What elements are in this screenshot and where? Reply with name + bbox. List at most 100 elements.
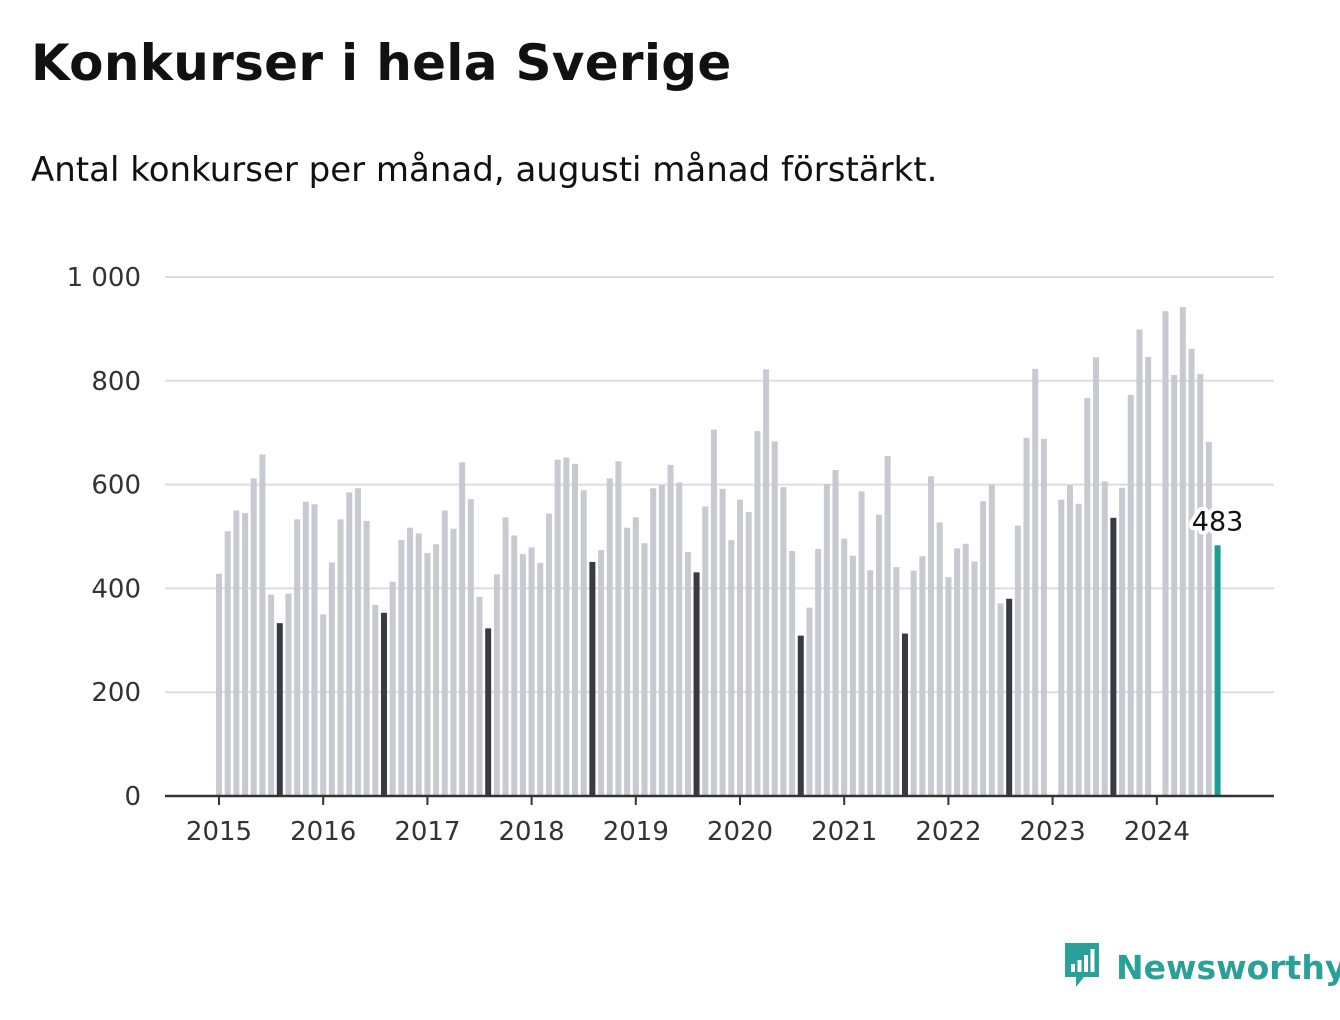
bar bbox=[363, 520, 370, 796]
bar bbox=[415, 533, 422, 796]
bar bbox=[302, 501, 309, 796]
bar bbox=[389, 581, 396, 796]
chart-title: Konkurser i hela Sverige bbox=[31, 34, 732, 92]
bar bbox=[615, 461, 622, 796]
bar bbox=[971, 561, 978, 796]
bar bbox=[268, 594, 275, 796]
y-tick-label: 400 bbox=[91, 574, 141, 604]
bar bbox=[259, 454, 266, 796]
bar bbox=[598, 549, 605, 796]
bar bbox=[763, 369, 770, 796]
bar bbox=[1197, 374, 1204, 796]
bar bbox=[684, 552, 691, 796]
bar bbox=[606, 478, 613, 796]
bar bbox=[823, 484, 830, 796]
bar bbox=[1040, 438, 1047, 796]
bar bbox=[858, 491, 865, 796]
bar bbox=[901, 633, 908, 796]
bar bbox=[337, 519, 344, 796]
bar bbox=[1179, 307, 1186, 796]
bar bbox=[693, 572, 700, 796]
bar bbox=[728, 540, 735, 796]
y-tick-label: 600 bbox=[91, 471, 141, 501]
bar bbox=[980, 501, 987, 796]
bar-chart-speech-bubble-icon bbox=[1062, 940, 1102, 994]
bar bbox=[467, 499, 474, 796]
newsworthy-logo[interactable]: Newsworthy bbox=[1062, 940, 1340, 994]
bar bbox=[372, 605, 379, 796]
bar bbox=[676, 482, 683, 796]
x-tick-label: 2019 bbox=[603, 817, 669, 847]
bar bbox=[216, 573, 222, 796]
bar bbox=[1101, 481, 1108, 796]
bar bbox=[667, 464, 674, 796]
bar bbox=[554, 459, 561, 796]
bar bbox=[250, 478, 257, 796]
x-tick-label: 2021 bbox=[811, 817, 877, 847]
bar bbox=[806, 607, 813, 796]
bar bbox=[710, 429, 717, 796]
bar bbox=[997, 603, 1004, 796]
bar bbox=[832, 470, 839, 796]
bar bbox=[485, 628, 492, 796]
bar bbox=[910, 570, 917, 796]
bar bbox=[962, 543, 969, 796]
bar bbox=[1162, 311, 1169, 796]
x-tick-label: 2016 bbox=[290, 817, 356, 847]
bar bbox=[276, 623, 283, 796]
bar bbox=[502, 517, 509, 796]
bar bbox=[1032, 368, 1039, 796]
bar bbox=[1136, 329, 1143, 796]
bar bbox=[1110, 517, 1117, 796]
bar bbox=[285, 593, 292, 796]
bar bbox=[815, 548, 822, 796]
bar bbox=[1023, 437, 1030, 796]
chart-subtitle: Antal konkurser per månad, augusti månad… bbox=[31, 150, 938, 190]
bar bbox=[450, 528, 457, 796]
y-tick-label: 0 bbox=[124, 782, 141, 812]
bar bbox=[867, 570, 874, 796]
bar bbox=[624, 527, 631, 796]
bar bbox=[1145, 356, 1152, 796]
bar bbox=[346, 492, 353, 796]
bar bbox=[745, 512, 752, 796]
bar bbox=[424, 553, 431, 796]
bar bbox=[242, 513, 249, 796]
bar bbox=[545, 513, 552, 796]
bar bbox=[1205, 442, 1212, 796]
x-tick-label: 2018 bbox=[499, 817, 565, 847]
bar bbox=[407, 527, 414, 796]
bar bbox=[797, 635, 804, 796]
bar bbox=[737, 499, 743, 796]
x-tick-label: 2015 bbox=[186, 817, 252, 847]
bar bbox=[459, 462, 466, 796]
bar bbox=[1093, 357, 1100, 796]
bar bbox=[380, 612, 387, 796]
bar bbox=[919, 556, 926, 796]
bar bbox=[945, 576, 952, 796]
bar bbox=[354, 488, 361, 796]
bar bbox=[580, 490, 587, 796]
bar bbox=[320, 614, 327, 796]
bar bbox=[702, 506, 709, 796]
bar bbox=[875, 514, 882, 796]
bar bbox=[1127, 394, 1134, 796]
bar bbox=[519, 554, 526, 796]
bar bbox=[641, 543, 648, 796]
bar bbox=[650, 488, 657, 796]
bar bbox=[893, 567, 900, 796]
bar bbox=[771, 441, 778, 796]
bar bbox=[398, 540, 405, 796]
bar bbox=[563, 457, 570, 796]
bar bbox=[1188, 348, 1195, 796]
bar bbox=[476, 596, 483, 796]
bar bbox=[233, 510, 240, 796]
bar bbox=[1119, 487, 1126, 796]
x-tick-label: 2023 bbox=[1020, 817, 1086, 847]
x-tick-label: 2022 bbox=[915, 817, 981, 847]
bar bbox=[1084, 397, 1091, 796]
bar bbox=[589, 561, 596, 796]
bar bbox=[841, 538, 848, 796]
bar bbox=[1014, 525, 1021, 796]
bar bbox=[511, 535, 518, 796]
